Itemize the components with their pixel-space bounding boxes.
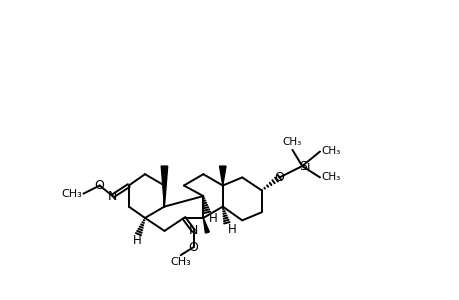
Text: O: O: [274, 171, 284, 184]
Polygon shape: [203, 218, 209, 233]
Text: CH₃: CH₃: [321, 172, 340, 182]
Text: N: N: [189, 224, 198, 237]
Text: CH₃: CH₃: [321, 146, 340, 157]
Text: H: H: [228, 223, 236, 236]
Text: O: O: [95, 179, 104, 192]
Text: CH₃: CH₃: [282, 137, 302, 147]
Text: CH₃: CH₃: [170, 257, 190, 267]
Text: N: N: [108, 190, 117, 202]
Text: O: O: [188, 242, 198, 254]
Text: H: H: [132, 234, 141, 247]
Text: H: H: [208, 212, 217, 225]
Polygon shape: [161, 166, 168, 207]
Polygon shape: [219, 166, 225, 185]
Text: CH₃: CH₃: [61, 189, 82, 199]
Text: Si: Si: [298, 160, 310, 172]
